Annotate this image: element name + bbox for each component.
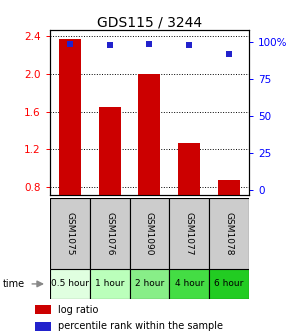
Bar <box>130 269 169 299</box>
Bar <box>35 305 51 314</box>
Bar <box>169 198 209 269</box>
Bar <box>178 143 200 195</box>
Text: GDS115 / 3244: GDS115 / 3244 <box>97 15 202 29</box>
Text: GSM1078: GSM1078 <box>225 212 234 255</box>
Bar <box>130 198 169 269</box>
Bar <box>218 180 240 195</box>
Text: GSM1077: GSM1077 <box>185 212 194 255</box>
Bar <box>139 74 160 195</box>
Bar <box>50 198 90 269</box>
Text: log ratio: log ratio <box>58 305 98 315</box>
Text: 6 hour: 6 hour <box>214 280 244 288</box>
Text: time: time <box>3 279 25 289</box>
Bar <box>90 198 130 269</box>
Bar <box>35 322 51 331</box>
Bar <box>99 107 120 195</box>
Text: 2 hour: 2 hour <box>135 280 164 288</box>
Text: 4 hour: 4 hour <box>175 280 204 288</box>
Bar <box>169 269 209 299</box>
Bar <box>90 269 130 299</box>
Text: GSM1075: GSM1075 <box>65 212 74 255</box>
Text: GSM1076: GSM1076 <box>105 212 114 255</box>
Bar <box>209 269 249 299</box>
Text: GSM1090: GSM1090 <box>145 212 154 255</box>
Bar <box>209 198 249 269</box>
Bar <box>50 269 90 299</box>
Bar <box>59 39 81 195</box>
Text: 0.5 hour: 0.5 hour <box>51 280 89 288</box>
Text: percentile rank within the sample: percentile rank within the sample <box>58 321 223 331</box>
Text: 1 hour: 1 hour <box>95 280 124 288</box>
